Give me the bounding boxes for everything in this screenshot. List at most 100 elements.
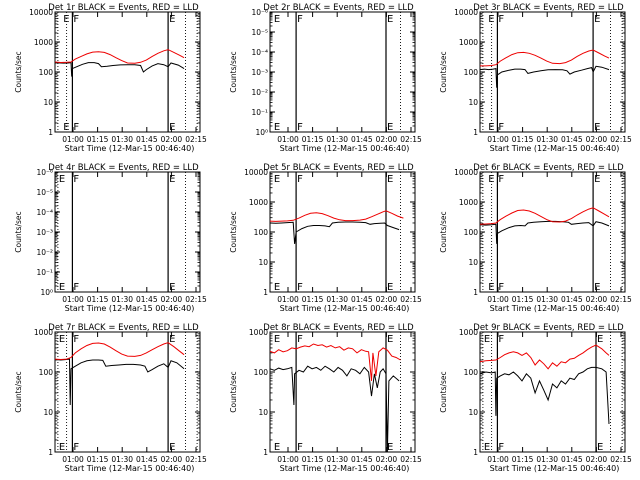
- x-tick-label: 01:30: [111, 455, 133, 464]
- event-marker-bottom: E: [594, 282, 600, 293]
- x-tick-label: 01:45: [351, 295, 373, 304]
- y-tick-label: 1: [263, 448, 268, 457]
- y-tick-label: 1: [473, 128, 478, 137]
- y-tick-label: 10: [43, 98, 53, 107]
- x-tick-label: 01:30: [111, 295, 133, 304]
- chart-panel-7: Det 7r BLACK = Events, RED = LLD 1 10 100 10…: [14, 323, 207, 473]
- x-tick-label: 01:00: [62, 295, 84, 304]
- chart-title: Det 5r BLACK = Events, RED = LLD: [263, 163, 414, 173]
- x-tick-label: 01:00: [277, 455, 299, 464]
- lld-series-line: [480, 49, 610, 67]
- y-tick-label: 10000: [454, 8, 478, 17]
- x-tick-label: 01:15: [302, 135, 324, 144]
- event-marker-top: E: [59, 334, 65, 345]
- y-tick-label: 10⁻³: [36, 228, 53, 237]
- x-tick-label: 02:00: [376, 455, 398, 464]
- event-marker-top: E: [597, 334, 603, 345]
- y-tick-label: 10⁻⁶: [251, 8, 268, 17]
- y-axis-label: Counts/sec: [229, 51, 238, 92]
- y-tick-label: 10: [258, 258, 268, 267]
- y-tick-label: 1000: [459, 38, 478, 47]
- plot-frame: [269, 11, 416, 133]
- y-tick-label: 1: [473, 448, 478, 457]
- event-marker-top: E: [169, 14, 175, 25]
- y-axis-label: Counts/sec: [14, 51, 23, 92]
- event-marker-top: E: [488, 14, 494, 25]
- event-marker-top: F: [297, 334, 303, 345]
- y-tick-label: 10⁻⁴: [36, 208, 53, 217]
- event-marker-top: E: [274, 334, 280, 345]
- y-tick-label: 1000: [249, 198, 268, 207]
- lld-series-line: [479, 344, 610, 370]
- x-axis-label: Start Time (12-Mar-15 00:46:40): [490, 144, 620, 153]
- x-axis-label: Start Time (12-Mar-15 00:46:40): [65, 464, 195, 473]
- y-tick-label: 100: [464, 228, 479, 237]
- event-marker-top: F: [73, 174, 79, 185]
- x-tick-label: 02:15: [185, 295, 207, 304]
- x-axis-label: Start Time (12-Mar-15 00:46:40): [65, 144, 195, 153]
- events-series-line: [269, 365, 400, 453]
- x-axis-label: Start Time (12-Mar-15 00:46:40): [280, 304, 410, 313]
- events-series-line: [479, 366, 610, 425]
- y-tick-label: 10: [258, 408, 268, 417]
- lld-series-line: [479, 207, 610, 225]
- chart-panel-9: Det 9r BLACK = Events, RED = LLD 1 10 100 10…: [439, 323, 632, 473]
- x-tick-label: 01:30: [326, 135, 348, 144]
- x-tick-label: 02:15: [185, 455, 207, 464]
- x-tick-label: 01:45: [136, 455, 158, 464]
- x-tick-label: 01:00: [277, 135, 299, 144]
- y-tick-label: 10⁻⁶: [36, 168, 53, 177]
- y-tick-label: 10: [43, 408, 53, 417]
- event-marker-bottom: E: [274, 122, 280, 133]
- event-marker-bottom: E: [594, 122, 600, 133]
- x-tick-label: 01:30: [326, 295, 348, 304]
- x-axis-label: Start Time (12-Mar-15 00:46:40): [280, 464, 410, 473]
- x-tick-label: 01:15: [87, 295, 109, 304]
- y-tick-label: 10: [468, 408, 478, 417]
- plot-frame: [54, 171, 201, 293]
- y-axis-label: Counts/sec: [14, 371, 23, 412]
- x-tick-label: 01:15: [512, 295, 534, 304]
- y-axis-label: Counts/sec: [439, 51, 448, 92]
- chart-panel-5: Det 5r BLACK = Events, RED = LLD 1 10 100 10…: [229, 163, 422, 313]
- event-marker-top: E: [387, 14, 393, 25]
- event-marker-top: E: [169, 334, 175, 345]
- event-marker-top: E: [63, 14, 69, 25]
- plot-frame: [479, 171, 626, 293]
- y-tick-label: 1000: [34, 38, 53, 47]
- event-marker-bottom: F: [498, 282, 504, 293]
- event-marker-bottom: F: [73, 442, 79, 453]
- x-tick-label: 02:00: [161, 455, 183, 464]
- y-tick-label: 1000: [249, 328, 268, 337]
- y-tick-label: 1000: [459, 328, 478, 337]
- chart-panel-6: Det 6r BLACK = Events, RED = LLD 1 10 100 10…: [439, 163, 632, 313]
- y-tick-label: 100: [254, 368, 269, 377]
- event-marker-top: F: [297, 174, 303, 185]
- event-marker-bottom: E: [488, 122, 494, 133]
- x-tick-label: 01:00: [62, 455, 84, 464]
- event-marker-bottom: E: [169, 282, 175, 293]
- event-marker-bottom: F: [498, 122, 504, 133]
- plot-frame: [479, 331, 626, 453]
- y-tick-label: 10⁻³: [251, 68, 268, 77]
- event-marker-top: E: [594, 174, 600, 185]
- event-marker-top: E: [594, 14, 600, 25]
- chart-title: Det 7r BLACK = Events, RED = LLD: [48, 323, 199, 333]
- event-marker-top: F: [498, 174, 504, 185]
- x-tick-label: 01:30: [536, 135, 558, 144]
- y-tick-label: 1: [473, 288, 478, 297]
- event-marker-bottom: E: [169, 442, 175, 453]
- events-series-line: [54, 358, 185, 406]
- y-tick-label: 10⁰: [40, 288, 53, 297]
- event-marker-bottom: E: [387, 122, 393, 133]
- x-tick-label: 01:45: [351, 455, 373, 464]
- chart-panel-3: Det 3r BLACK = Events, RED = LLD 1 10 100 10…: [439, 3, 632, 153]
- x-tick-label: 02:00: [376, 295, 398, 304]
- y-tick-label: 10000: [454, 168, 478, 177]
- event-marker-bottom: E: [488, 282, 494, 293]
- y-tick-label: 10: [468, 98, 478, 107]
- event-marker-bottom: E: [63, 122, 69, 133]
- x-tick-label: 02:15: [400, 135, 422, 144]
- event-marker-bottom: E: [59, 442, 65, 453]
- x-tick-label: 01:15: [87, 455, 109, 464]
